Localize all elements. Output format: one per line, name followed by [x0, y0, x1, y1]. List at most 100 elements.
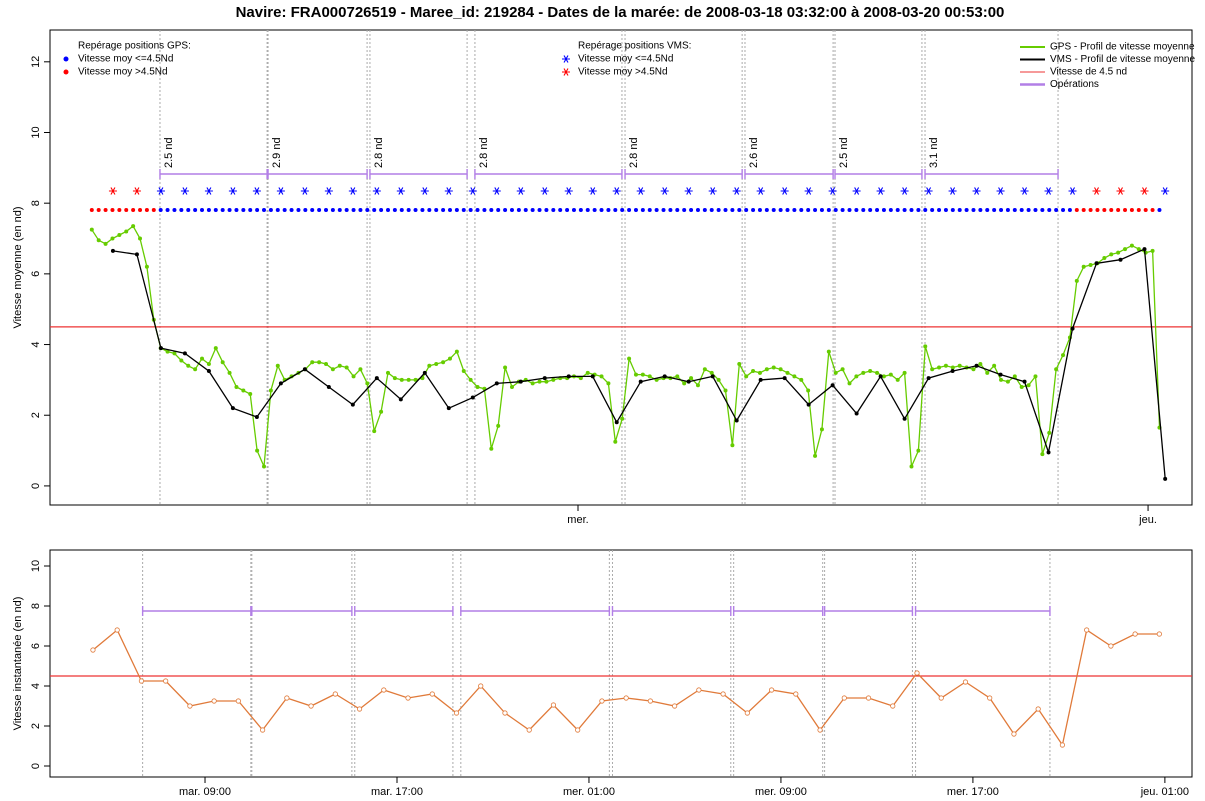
- data-point: [475, 384, 480, 389]
- data-point: [446, 406, 451, 411]
- data-point: [344, 365, 349, 370]
- legend-label: Vitesse moy <=4.5Nd: [578, 54, 673, 65]
- data-point: [200, 356, 205, 361]
- x-tick-label: mer. 17:00: [947, 786, 999, 798]
- data-point: [686, 379, 691, 384]
- data-point: [875, 370, 880, 375]
- operation-bracket: [354, 606, 454, 616]
- data-point: [134, 252, 139, 257]
- position-dot: [379, 208, 384, 212]
- position-dot: [89, 208, 94, 212]
- data-point: [1163, 476, 1168, 481]
- x-tick-label: mar. 17:00: [371, 786, 423, 798]
- position-dot: [606, 208, 611, 212]
- position-dot: [661, 208, 666, 212]
- position-dot: [578, 208, 583, 212]
- position-star: [588, 187, 597, 195]
- data-point: [330, 367, 335, 372]
- data-point: [950, 365, 955, 370]
- position-dot: [1102, 208, 1107, 212]
- data-point: [351, 374, 356, 379]
- x-tick-label: mar. 09:00: [179, 786, 231, 798]
- data-point: [503, 365, 508, 370]
- data-point: [1116, 250, 1121, 255]
- position-dot: [110, 208, 115, 212]
- position-star: [468, 187, 477, 195]
- data-point: [623, 695, 629, 701]
- data-point: [114, 627, 120, 633]
- data-point: [585, 370, 590, 375]
- position-dot: [957, 208, 962, 212]
- operation-bracket: [159, 169, 268, 179]
- data-point: [110, 248, 115, 253]
- position-star: [300, 187, 309, 195]
- data-point: [1081, 264, 1086, 269]
- data-point: [308, 703, 314, 709]
- data-point: [144, 264, 149, 269]
- data-point: [590, 374, 595, 379]
- data-point: [702, 367, 707, 372]
- position-dot: [454, 208, 459, 212]
- legend-label: Vitesse moy <=4.5Nd: [78, 54, 173, 65]
- position-star: [876, 187, 885, 195]
- data-point: [599, 374, 604, 379]
- position-dot: [151, 208, 156, 212]
- data-point: [165, 349, 170, 354]
- y-axis-label: Vitesse instantanée (en nd): [12, 597, 24, 731]
- position-dot: [172, 208, 177, 212]
- data-point: [1150, 248, 1155, 253]
- position-star: [924, 187, 933, 195]
- data-point: [1136, 247, 1141, 252]
- position-dot: [420, 208, 425, 212]
- data-point: [971, 367, 976, 372]
- data-point: [434, 361, 439, 366]
- data-point: [374, 376, 379, 381]
- position-dot: [613, 208, 618, 212]
- data-point: [254, 414, 259, 419]
- data-point: [248, 392, 253, 397]
- position-dot: [633, 208, 638, 212]
- position-dot: [406, 208, 411, 212]
- data-point: [509, 384, 514, 389]
- data-point: [406, 377, 411, 382]
- data-point: [447, 356, 452, 361]
- position-star: [156, 187, 165, 195]
- position-dot: [372, 208, 377, 212]
- data-point: [757, 370, 762, 375]
- position-star: [1092, 187, 1101, 195]
- data-point: [1047, 430, 1052, 435]
- operation-bracket: [251, 606, 353, 616]
- data-point: [730, 443, 735, 448]
- position-dot: [682, 208, 687, 212]
- position-dot: [1116, 208, 1121, 212]
- data-point: [771, 365, 776, 370]
- operation-bracket: [141, 606, 252, 616]
- position-star: [804, 187, 813, 195]
- data-point: [978, 361, 983, 366]
- position-star: [276, 187, 285, 195]
- position-dot: [399, 208, 404, 212]
- data-point: [768, 687, 775, 693]
- data-point: [550, 702, 557, 708]
- data-point: [211, 698, 217, 704]
- position-dot: [317, 208, 322, 212]
- data-point: [392, 376, 397, 381]
- data-point: [89, 227, 94, 232]
- data-point: [255, 448, 260, 453]
- data-point: [220, 360, 225, 365]
- position-dot: [999, 208, 1004, 212]
- position-dot: [227, 208, 232, 212]
- data-point: [1156, 631, 1162, 637]
- position-star: [1161, 187, 1170, 195]
- data-point: [909, 464, 914, 469]
- data-point: [227, 370, 232, 375]
- position-star: [324, 187, 333, 195]
- position-dot: [323, 208, 328, 212]
- position-dot: [971, 208, 976, 212]
- data-point: [1094, 261, 1099, 266]
- position-dot: [854, 208, 859, 212]
- data-point: [1054, 367, 1059, 372]
- position-dot: [654, 208, 659, 212]
- position-dot: [365, 208, 370, 212]
